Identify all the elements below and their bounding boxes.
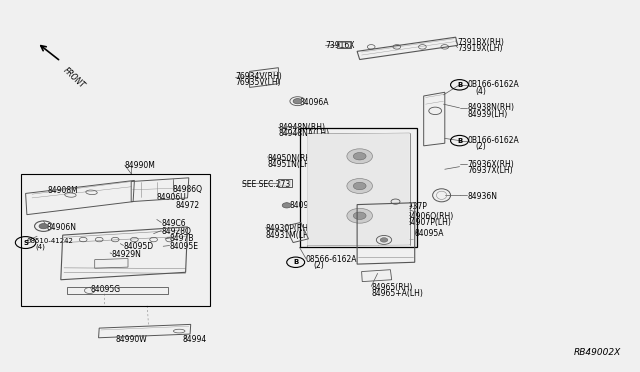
Text: 84930P(RH): 84930P(RH) — [266, 224, 312, 233]
Bar — [337, 41, 351, 48]
Text: 84095G: 84095G — [91, 285, 121, 294]
Circle shape — [347, 179, 372, 193]
Text: 84095EA: 84095EA — [289, 201, 324, 210]
Bar — [339, 42, 350, 47]
Circle shape — [353, 182, 366, 190]
Circle shape — [380, 238, 388, 242]
Text: 84972: 84972 — [176, 201, 200, 210]
Text: 84950N(RH): 84950N(RH) — [268, 154, 315, 163]
Text: 84948N(RH): 84948N(RH) — [278, 123, 325, 132]
Text: 0B166-6162A: 0B166-6162A — [467, 80, 519, 89]
Text: 84990W: 84990W — [115, 335, 147, 344]
Text: 08566-6162A: 08566-6162A — [306, 255, 357, 264]
Text: 84095A: 84095A — [415, 229, 444, 238]
Circle shape — [347, 149, 372, 164]
Text: 84990M: 84990M — [125, 161, 156, 170]
Text: 84929N: 84929N — [112, 250, 142, 259]
Text: B: B — [293, 259, 298, 265]
Circle shape — [282, 203, 291, 208]
Text: 84907P(LH): 84907P(LH) — [406, 218, 451, 227]
Text: 849C6: 849C6 — [161, 219, 186, 228]
Text: 73919X(LH): 73919X(LH) — [458, 44, 503, 53]
Text: 84931M(LH): 84931M(LH) — [266, 231, 312, 240]
Text: 84937P: 84937P — [398, 202, 427, 211]
Text: 84906U: 84906U — [157, 193, 186, 202]
Text: 73916X: 73916X — [325, 41, 355, 50]
Text: S: S — [23, 240, 28, 246]
Text: 84096A: 84096A — [300, 98, 329, 107]
Text: FRONT: FRONT — [61, 66, 86, 90]
Text: (4): (4) — [475, 87, 486, 96]
Text: 84939(LH): 84939(LH) — [467, 110, 508, 119]
Text: (2): (2) — [475, 142, 486, 151]
Text: 76937X(LH): 76937X(LH) — [467, 166, 513, 175]
Text: 84095E: 84095E — [170, 242, 198, 251]
Text: 84908M: 84908M — [48, 186, 79, 195]
Text: 84906N: 84906N — [47, 223, 77, 232]
Circle shape — [353, 153, 366, 160]
Text: RB49002X: RB49002X — [573, 348, 621, 357]
Circle shape — [293, 99, 302, 104]
Text: SEE SEC.273: SEE SEC.273 — [242, 180, 290, 189]
Text: 84986Q: 84986Q — [173, 185, 203, 194]
Text: 84938N(RH): 84938N(RH) — [467, 103, 514, 112]
Bar — [300, 128, 417, 247]
Text: 84965+A(LH): 84965+A(LH) — [371, 289, 423, 298]
Polygon shape — [307, 133, 410, 246]
Text: B: B — [457, 82, 462, 88]
Text: 76934V(RH): 76934V(RH) — [236, 72, 282, 81]
Circle shape — [353, 212, 366, 219]
Text: (4): (4) — [35, 243, 45, 250]
Bar — [278, 179, 292, 187]
Bar — [21, 174, 210, 306]
Text: B: B — [457, 138, 462, 144]
Text: 84928Q: 84928Q — [161, 227, 191, 236]
Text: (2): (2) — [314, 262, 324, 270]
Text: 84936N: 84936N — [467, 192, 497, 201]
Text: 84948NA(LH): 84948NA(LH) — [278, 129, 330, 138]
Bar — [67, 287, 168, 294]
Text: 0B166-6162A: 0B166-6162A — [467, 136, 519, 145]
Text: 08510-41242: 08510-41242 — [27, 238, 74, 244]
Text: 84994: 84994 — [182, 335, 207, 344]
Text: 7391BX(RH): 7391BX(RH) — [458, 38, 504, 47]
Text: 76935V(LH): 76935V(LH) — [236, 78, 281, 87]
Text: 84095D: 84095D — [124, 242, 154, 251]
Text: 76936X(RH): 76936X(RH) — [467, 160, 514, 169]
Text: 84965(RH): 84965(RH) — [371, 283, 413, 292]
Text: 84906Q(RH): 84906Q(RH) — [406, 212, 454, 221]
Circle shape — [39, 224, 48, 229]
Bar — [280, 180, 290, 186]
Circle shape — [347, 208, 372, 223]
Text: 84951N(LH): 84951N(LH) — [268, 160, 314, 169]
Text: 8497B: 8497B — [170, 234, 194, 243]
